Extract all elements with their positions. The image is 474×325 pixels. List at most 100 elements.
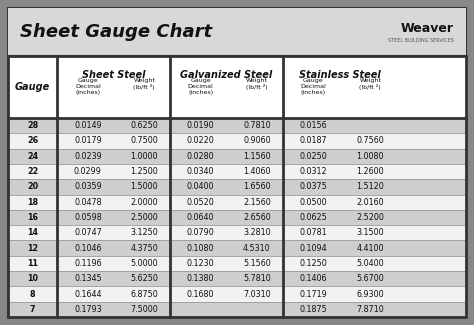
Bar — [8, 56, 466, 118]
Text: Gauge
Decimal
(inches): Gauge Decimal (inches) — [75, 78, 101, 96]
Text: 0.0220: 0.0220 — [187, 136, 214, 146]
Text: 0.0400: 0.0400 — [187, 182, 214, 191]
Text: 6.9300: 6.9300 — [356, 290, 384, 299]
Text: 0.1345: 0.1345 — [74, 274, 102, 283]
Bar — [8, 240, 466, 256]
Text: 18: 18 — [27, 198, 38, 207]
Text: 11: 11 — [27, 259, 38, 268]
Text: 0.1080: 0.1080 — [187, 244, 214, 253]
Text: 4.5310: 4.5310 — [243, 244, 271, 253]
Text: 0.0156: 0.0156 — [300, 121, 327, 130]
Text: 0.1680: 0.1680 — [187, 290, 214, 299]
Text: 0.0149: 0.0149 — [74, 121, 102, 130]
Bar — [8, 302, 466, 317]
Text: 10: 10 — [27, 274, 38, 283]
Text: 26: 26 — [27, 136, 38, 146]
Text: 0.0500: 0.0500 — [300, 198, 327, 207]
Text: 0.0190: 0.0190 — [187, 121, 214, 130]
Text: Weight
(lb/ft ²): Weight (lb/ft ²) — [133, 78, 155, 90]
Text: 0.1250: 0.1250 — [300, 259, 327, 268]
Text: 0.0280: 0.0280 — [187, 152, 214, 161]
Text: 0.0790: 0.0790 — [187, 228, 214, 237]
Text: 0.1875: 0.1875 — [300, 305, 327, 314]
Bar — [8, 286, 466, 302]
Text: 7.0310: 7.0310 — [243, 290, 271, 299]
Text: 0.1644: 0.1644 — [74, 290, 101, 299]
Text: 2.0000: 2.0000 — [130, 198, 158, 207]
Text: 8: 8 — [30, 290, 36, 299]
Bar — [8, 8, 466, 56]
Text: 1.5120: 1.5120 — [356, 182, 384, 191]
Text: 5.0400: 5.0400 — [356, 259, 384, 268]
Text: 0.7810: 0.7810 — [243, 121, 271, 130]
Text: Galvanized Steel: Galvanized Steel — [180, 70, 273, 80]
Text: 4.4100: 4.4100 — [356, 244, 384, 253]
Text: 0.0747: 0.0747 — [74, 228, 102, 237]
Text: 1.4060: 1.4060 — [243, 167, 271, 176]
Text: 0.7500: 0.7500 — [130, 136, 158, 146]
Text: 0.0640: 0.0640 — [187, 213, 214, 222]
Text: 0.1719: 0.1719 — [300, 290, 327, 299]
Text: 0.6250: 0.6250 — [130, 121, 158, 130]
Text: 3.2810: 3.2810 — [243, 228, 271, 237]
Text: 1.0080: 1.0080 — [356, 152, 384, 161]
Bar — [8, 225, 466, 240]
Text: 0.0359: 0.0359 — [74, 182, 102, 191]
Text: 0.0340: 0.0340 — [187, 167, 214, 176]
Text: 0.0478: 0.0478 — [74, 198, 102, 207]
Text: Weight
(lb/ft ²): Weight (lb/ft ²) — [359, 78, 381, 90]
Text: 0.7560: 0.7560 — [356, 136, 384, 146]
Text: 5.6250: 5.6250 — [130, 274, 158, 283]
Text: 0.1793: 0.1793 — [74, 305, 102, 314]
Text: 0.1406: 0.1406 — [300, 274, 327, 283]
Text: 0.1046: 0.1046 — [74, 244, 101, 253]
Text: 1.0000: 1.0000 — [130, 152, 158, 161]
Text: 5.1560: 5.1560 — [243, 259, 271, 268]
Text: 24: 24 — [27, 152, 38, 161]
Text: 0.0299: 0.0299 — [74, 167, 102, 176]
Text: Gauge: Gauge — [15, 82, 50, 92]
Text: 1.2600: 1.2600 — [356, 167, 384, 176]
Text: 2.5000: 2.5000 — [130, 213, 158, 222]
Text: 0.0179: 0.0179 — [74, 136, 102, 146]
Text: 5.0000: 5.0000 — [130, 259, 158, 268]
Text: 0.1230: 0.1230 — [187, 259, 214, 268]
Text: 16: 16 — [27, 213, 38, 222]
Text: STEEL BUILDING SERVICES: STEEL BUILDING SERVICES — [388, 37, 454, 43]
Text: 12: 12 — [27, 244, 38, 253]
Text: 1.1560: 1.1560 — [243, 152, 271, 161]
Bar — [8, 179, 466, 195]
Text: 2.0160: 2.0160 — [356, 198, 384, 207]
Text: 0.0312: 0.0312 — [300, 167, 327, 176]
Text: 3.1500: 3.1500 — [356, 228, 384, 237]
Text: Weight
(lb/ft ²): Weight (lb/ft ²) — [246, 78, 268, 90]
Text: 4.3750: 4.3750 — [130, 244, 158, 253]
Text: 14: 14 — [27, 228, 38, 237]
Text: 0.9060: 0.9060 — [243, 136, 271, 146]
Text: 1.2500: 1.2500 — [130, 167, 158, 176]
Text: 0.0598: 0.0598 — [74, 213, 102, 222]
Text: 0.0375: 0.0375 — [300, 182, 327, 191]
Text: Weaver: Weaver — [401, 21, 454, 34]
Text: 0.1094: 0.1094 — [300, 244, 327, 253]
Bar — [8, 149, 466, 164]
Text: Sheet Steel: Sheet Steel — [82, 70, 146, 80]
Text: 28: 28 — [27, 121, 38, 130]
Text: 3.1250: 3.1250 — [130, 228, 158, 237]
Text: 7.8710: 7.8710 — [356, 305, 384, 314]
Bar — [8, 256, 466, 271]
Bar — [8, 118, 466, 133]
Text: 7: 7 — [30, 305, 36, 314]
Text: 1.5000: 1.5000 — [130, 182, 158, 191]
Text: 5.7810: 5.7810 — [243, 274, 271, 283]
Text: 22: 22 — [27, 167, 38, 176]
Text: 2.1560: 2.1560 — [243, 198, 271, 207]
Text: 0.0187: 0.0187 — [300, 136, 327, 146]
Text: 5.6700: 5.6700 — [356, 274, 384, 283]
Text: Gauge
Decimal
(inches): Gauge Decimal (inches) — [188, 78, 213, 96]
Text: 20: 20 — [27, 182, 38, 191]
Text: Sheet Gauge Chart: Sheet Gauge Chart — [20, 23, 212, 41]
Text: 0.1380: 0.1380 — [187, 274, 214, 283]
Bar — [8, 164, 466, 179]
Bar — [8, 56, 466, 317]
